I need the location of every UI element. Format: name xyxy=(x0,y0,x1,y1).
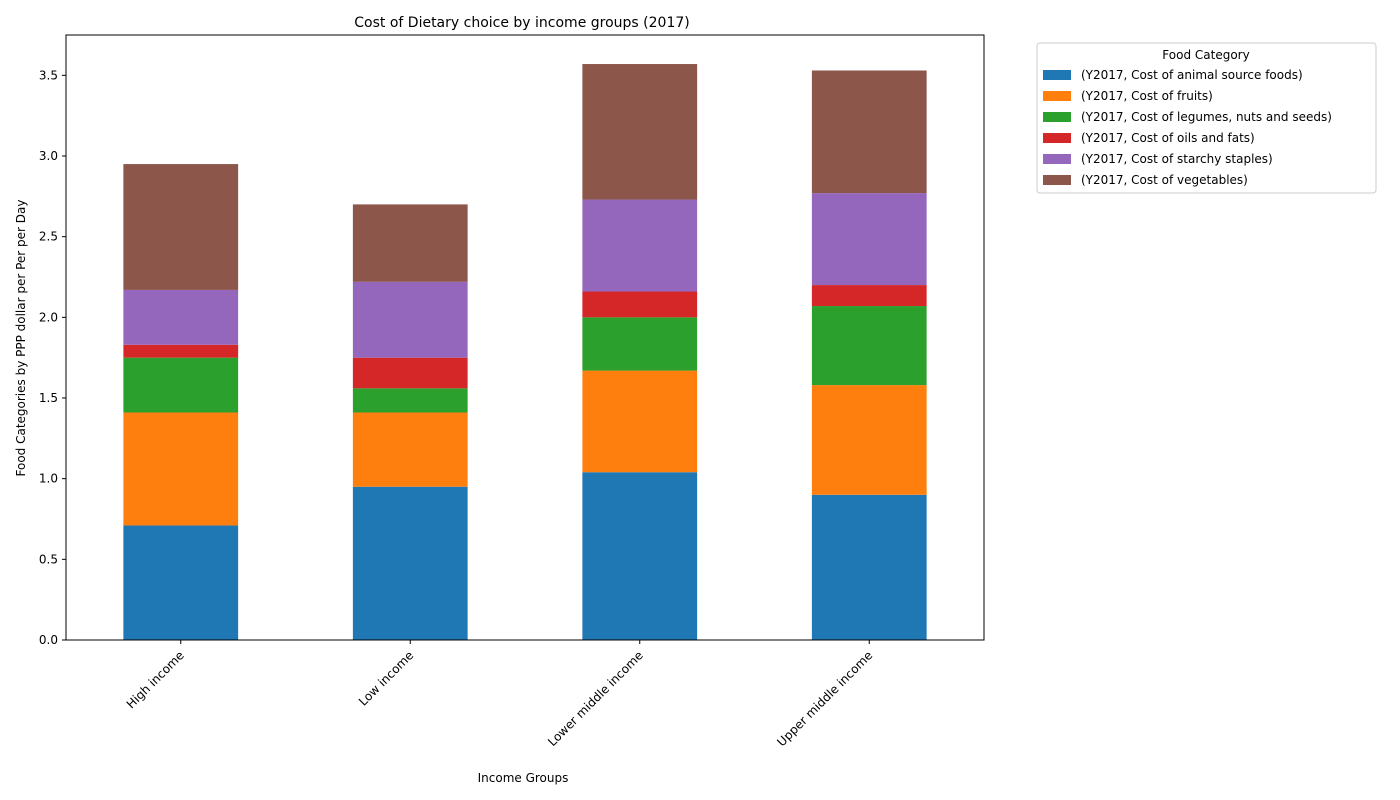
legend-label: (Y2017, Cost of fruits) xyxy=(1081,89,1213,103)
bar-high-income-series-3 xyxy=(123,344,239,358)
legend-label: (Y2017, Cost of starchy staples) xyxy=(1081,152,1273,166)
y-tick-label: 1.0 xyxy=(39,472,58,486)
x-tick-label: Low income xyxy=(356,648,416,708)
bar-low-income-series-2 xyxy=(352,388,468,413)
legend-label: (Y2017, Cost of oils and fats) xyxy=(1081,131,1255,145)
bar-upper-middle-income-series-4 xyxy=(811,193,927,286)
legend-swatch xyxy=(1043,91,1071,101)
bar-high-income-series-2 xyxy=(123,357,239,413)
legend-swatch xyxy=(1043,70,1071,80)
legend-label: (Y2017, Cost of vegetables) xyxy=(1081,173,1248,187)
legend-items: (Y2017, Cost of animal source foods) (Y20… xyxy=(1043,68,1332,187)
bar-upper-middle-income-series-5 xyxy=(811,70,927,194)
bars-group xyxy=(123,64,927,640)
bar-low-income-series-5 xyxy=(352,204,468,282)
legend-title: Food Category xyxy=(1162,48,1249,62)
bar-upper-middle-income-series-1 xyxy=(811,385,927,495)
bar-high-income-series-1 xyxy=(123,412,239,526)
legend-label: (Y2017, Cost of animal source foods) xyxy=(1081,68,1303,82)
legend-swatch xyxy=(1043,133,1071,143)
legend: Food Category (Y2017, Cost of animal sou… xyxy=(1036,42,1377,194)
bar-low-income-series-3 xyxy=(352,357,468,389)
x-tick-label: Lower middle income xyxy=(545,648,646,749)
y-tick-label: 3.5 xyxy=(39,68,58,82)
bar-upper-middle-income-series-2 xyxy=(811,306,927,386)
bar-low-income-series-1 xyxy=(352,412,468,487)
x-axis-label: Income Groups xyxy=(478,771,569,785)
bar-upper-middle-income-series-0 xyxy=(811,494,927,640)
bar-upper-middle-income-series-3 xyxy=(811,285,927,307)
y-tick-label: 1.5 xyxy=(39,391,58,405)
bar-high-income-series-0 xyxy=(123,525,239,640)
y-tick-label: 2.0 xyxy=(39,310,58,324)
legend-swatch xyxy=(1043,112,1071,122)
legend-box xyxy=(1036,42,1377,194)
bar-low-income-series-4 xyxy=(352,281,468,358)
bar-high-income-series-5 xyxy=(123,164,239,290)
bar-lower-middle-income-series-3 xyxy=(582,291,698,318)
x-tick-label: Upper middle income xyxy=(774,648,875,749)
y-tick-label: 2.5 xyxy=(39,230,58,244)
bar-high-income-series-4 xyxy=(123,289,239,345)
y-axis: 0.0 0.5 1.0 1.5 2.0 2.5 3.0 3.5 xyxy=(39,68,66,647)
bar-lower-middle-income-series-1 xyxy=(582,370,698,473)
x-axis: High income Low income Lower middle income… xyxy=(124,640,875,749)
bar-lower-middle-income-series-5 xyxy=(582,64,698,200)
x-tick-label: High income xyxy=(124,648,187,711)
legend-swatch xyxy=(1043,175,1071,185)
chart-title: Cost of Dietary choice by income groups … xyxy=(354,15,689,31)
y-tick-label: 3.0 xyxy=(39,149,58,163)
bar-lower-middle-income-series-2 xyxy=(582,317,698,371)
bar-low-income-series-0 xyxy=(352,486,468,640)
plot-frame xyxy=(65,34,985,641)
y-tick-label: 0.0 xyxy=(39,633,58,647)
y-tick-label: 0.5 xyxy=(39,552,58,566)
legend-label: (Y2017, Cost of legumes, nuts and seeds) xyxy=(1081,110,1332,124)
legend-swatch xyxy=(1043,154,1071,164)
bar-lower-middle-income-series-0 xyxy=(582,472,698,640)
y-axis-label: Food Categories by PPP dollar per Per pe… xyxy=(14,199,28,476)
bar-lower-middle-income-series-4 xyxy=(582,199,698,292)
